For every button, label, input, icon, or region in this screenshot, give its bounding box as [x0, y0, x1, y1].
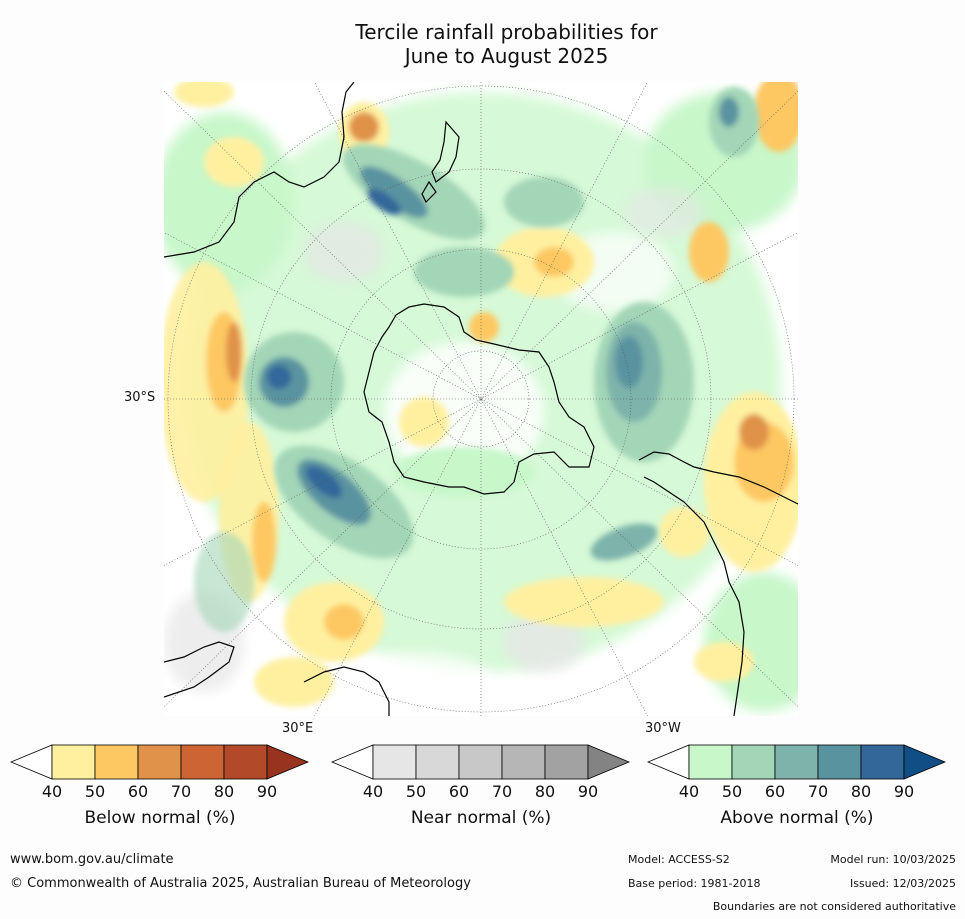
colorbar-below-swatches	[51, 744, 268, 780]
colorbar-swatch	[774, 744, 819, 780]
above-tick-50: 50	[721, 782, 743, 801]
africa-coast-b	[303, 666, 390, 716]
colorbar-near-swatches	[372, 744, 589, 780]
colorbar-near-under-triangle	[331, 744, 374, 780]
above-tick-90: 90	[893, 782, 915, 801]
graticule	[164, 82, 798, 716]
above-normal-cores	[194, 87, 759, 632]
above-tick-40: 40	[678, 782, 700, 801]
colorbar-above-over-triangle	[903, 744, 947, 780]
colorbar-above-under-triangle	[647, 744, 690, 780]
colorbar-swatch	[817, 744, 862, 780]
below-normal-title: Below normal (%)	[84, 808, 236, 828]
colorbar-swatch	[458, 744, 503, 780]
coastlines	[164, 82, 798, 716]
above-tick-80: 80	[850, 782, 872, 801]
colorbar-swatch	[544, 744, 589, 780]
longitude-label-east: 30°E	[282, 721, 314, 736]
new-zealand-south	[421, 180, 437, 204]
above-tick-60: 60	[764, 782, 786, 801]
map-svg	[164, 82, 798, 716]
footer-url: www.bom.gov.au/climate	[10, 852, 174, 867]
antarctica-coast	[363, 303, 595, 495]
colorbar-swatch	[688, 744, 733, 780]
footer-base-period: Base period: 1981-2018	[628, 877, 761, 890]
footer-disclaimer: Boundaries are not considered authoritat…	[712, 900, 956, 913]
below-tick-80: 80	[213, 782, 235, 801]
below-tick-90: 90	[256, 782, 278, 801]
below-tick-60: 60	[127, 782, 149, 801]
footer-model: Model: ACCESS-S2	[628, 853, 730, 866]
near-normal-title: Near normal (%)	[410, 808, 552, 828]
below-tick-70: 70	[170, 782, 192, 801]
colorbar-below-normal	[10, 744, 310, 780]
colorbar-swatch	[415, 744, 460, 780]
colorbar-near-svg	[331, 744, 631, 780]
colorbar-swatch	[94, 744, 139, 780]
above-tick-70: 70	[807, 782, 829, 801]
colorbar-near-over-triangle	[587, 744, 631, 780]
near-tick-80: 80	[534, 782, 556, 801]
colorbar-swatch	[180, 744, 225, 780]
footer-model-run: Model run: 10/03/2025	[830, 853, 956, 866]
above-normal-title: Above normal (%)	[720, 808, 874, 828]
colorbar-swatch	[223, 744, 268, 780]
colorbar-below-under-triangle	[10, 744, 53, 780]
title-line-2: June to August 2025	[404, 44, 609, 68]
near-normal-field	[164, 187, 704, 712]
new-zealand-north	[431, 120, 460, 183]
near-tick-40: 40	[362, 782, 384, 801]
footer-issued: Issued: 12/03/2025	[849, 877, 956, 890]
south-america-east	[643, 476, 745, 716]
colorbar-swatch	[860, 744, 905, 780]
africa-coast-a	[164, 641, 235, 698]
probability-map	[164, 82, 798, 716]
south-america-south	[638, 451, 798, 505]
footer-copyright: © Commonwealth of Australia 2025, Austra…	[10, 876, 471, 891]
near-tick-70: 70	[491, 782, 513, 801]
below-normal-field	[164, 82, 798, 707]
near-tick-90: 90	[577, 782, 599, 801]
map-title: Tercile rainfall probabilities for June …	[0, 20, 965, 68]
near-tick-50: 50	[405, 782, 427, 801]
colorbar-swatch	[51, 744, 96, 780]
title-line-1: Tercile rainfall probabilities for	[355, 20, 658, 44]
colorbar-swatch	[731, 744, 776, 780]
colorbar-near-normal	[331, 744, 631, 780]
longitude-label-west: 30°W	[645, 721, 681, 736]
colorbar-above-svg	[647, 744, 947, 780]
near-tick-60: 60	[448, 782, 470, 801]
below-tick-40: 40	[41, 782, 63, 801]
colorbar-above-swatches	[688, 744, 905, 780]
below-tick-50: 50	[84, 782, 106, 801]
colorbar-below-over-triangle	[266, 744, 310, 780]
latitude-label: 30°S	[124, 390, 156, 405]
colorbar-below-svg	[10, 744, 310, 780]
colorbar-swatch	[501, 744, 546, 780]
colorbar-above-normal	[647, 744, 947, 780]
colorbar-swatch	[372, 744, 417, 780]
colorbar-swatch	[137, 744, 182, 780]
australia-coast	[164, 82, 355, 258]
